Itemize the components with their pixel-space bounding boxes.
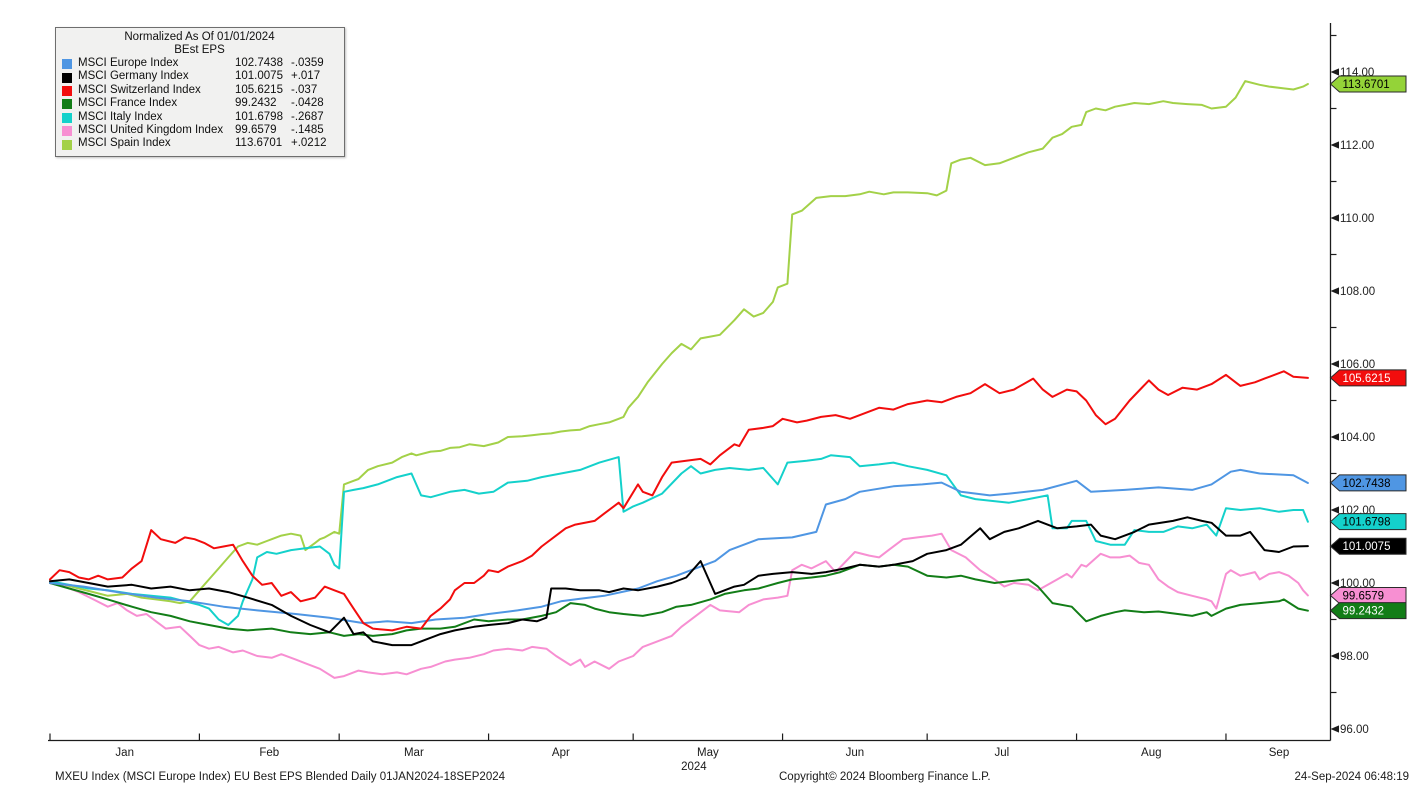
x-axis-month-label: Apr bbox=[552, 747, 570, 759]
x-axis-month-label: Mar bbox=[404, 747, 424, 759]
series-name: MSCI Switzerland Index bbox=[78, 83, 201, 96]
series-name: MSCI Germany Index bbox=[78, 70, 189, 83]
legend-row-spain[interactable]: MSCI Spain Index 113.6701 +.0212 bbox=[62, 137, 337, 150]
series-change: -.1485 bbox=[291, 124, 324, 137]
series-last-value: 101.6798 bbox=[235, 110, 283, 123]
price-tag-europe bbox=[1329, 474, 1407, 492]
y-axis-tick bbox=[1330, 433, 1339, 441]
series-change: -.037 bbox=[291, 83, 318, 96]
y-axis-label: 96.00 bbox=[1340, 724, 1369, 736]
series-color-swatch bbox=[62, 112, 72, 123]
series-last-value: 105.6215 bbox=[235, 83, 283, 96]
legend-subtitle: BEst EPS bbox=[174, 44, 225, 56]
legend-row-italy[interactable]: MSCI Italy Index 101.6798 -.2687 bbox=[62, 111, 337, 124]
y-axis-label: 104.00 bbox=[1340, 432, 1375, 444]
series-line-france bbox=[49, 563, 1309, 637]
footer-timestamp: 24-Sep-2024 06:48:19 bbox=[1294, 771, 1409, 783]
series-line-italy bbox=[49, 454, 1309, 626]
x-axis-month-label: Sep bbox=[1269, 747, 1289, 759]
series-last-value: 99.2432 bbox=[235, 97, 277, 110]
price-tag-label-spain: 113.6701 bbox=[1343, 79, 1390, 91]
y-axis-tick bbox=[1330, 725, 1339, 733]
price-tag-france bbox=[1329, 602, 1407, 620]
series-line-uk bbox=[49, 532, 1309, 679]
price-tag-label-france: 99.2432 bbox=[1343, 606, 1385, 618]
x-axis-month-label: Feb bbox=[259, 747, 279, 759]
y-axis-label: 112.00 bbox=[1340, 140, 1374, 152]
series-color-swatch bbox=[62, 139, 72, 150]
price-tag-label-europe: 102.7438 bbox=[1343, 478, 1391, 490]
legend-row-germany[interactable]: MSCI Germany Index 101.0075 +.017 bbox=[62, 70, 337, 83]
footer-copyright: Copyright© 2024 Bloomberg Finance L.P. bbox=[779, 771, 991, 783]
series-line-europe bbox=[49, 468, 1309, 625]
series-color-swatch bbox=[62, 126, 72, 137]
price-tag-germany bbox=[1329, 537, 1407, 555]
footer-description: MXEU Index (MSCI Europe Index) EU Best E… bbox=[55, 771, 506, 783]
y-axis-tick bbox=[1330, 579, 1339, 587]
legend-row-france[interactable]: MSCI France Index 99.2432 -.0428 bbox=[62, 97, 337, 110]
series-line-spain bbox=[49, 80, 1309, 605]
price-tag-uk bbox=[1329, 586, 1407, 604]
chart-legend: Normalized As Of 01/01/2024 BEst EPS MSC… bbox=[55, 27, 345, 157]
series-name: MSCI Europe Index bbox=[78, 57, 179, 69]
y-axis-tick bbox=[1330, 287, 1339, 295]
price-tag-label-uk: 99.6579 bbox=[1343, 590, 1385, 602]
price-tag-switzerland bbox=[1329, 369, 1407, 387]
y-axis-tick bbox=[1330, 68, 1339, 76]
price-tag-spain bbox=[1329, 75, 1407, 93]
price-tag-label-italy: 101.6798 bbox=[1343, 517, 1391, 529]
y-axis-tick bbox=[1330, 214, 1339, 222]
x-axis-month-label: Aug bbox=[1141, 747, 1161, 759]
series-last-value: 101.0075 bbox=[235, 70, 283, 83]
series-name: MSCI United Kingdom Index bbox=[78, 124, 224, 137]
y-axis-tick bbox=[1330, 506, 1339, 514]
y-axis-tick bbox=[1330, 141, 1339, 149]
price-tag-label-switzerland: 105.6215 bbox=[1343, 373, 1391, 385]
y-axis-label: 108.00 bbox=[1340, 286, 1375, 298]
x-axis-month-label: Jun bbox=[846, 747, 865, 759]
series-change: -.0428 bbox=[291, 97, 324, 110]
price-tag-italy bbox=[1329, 513, 1407, 531]
legend-row-switzerland[interactable]: MSCI Switzerland Index 105.6215 -.037 bbox=[62, 84, 337, 97]
x-axis-month-label: Jan bbox=[115, 747, 134, 759]
y-axis-tick bbox=[1330, 360, 1339, 368]
series-change: +.0212 bbox=[291, 137, 327, 150]
series-color-swatch bbox=[62, 99, 72, 110]
y-axis-label: 110.00 bbox=[1340, 213, 1374, 225]
series-name: MSCI France Index bbox=[78, 97, 178, 110]
series-color-swatch bbox=[62, 72, 72, 83]
price-tag-label-germany: 101.0075 bbox=[1343, 541, 1391, 553]
series-name: MSCI Spain Index bbox=[78, 137, 171, 150]
series-change: +.017 bbox=[291, 70, 321, 83]
x-axis-month-label: Jul bbox=[995, 747, 1010, 759]
x-axis-year-label: 2024 bbox=[681, 761, 707, 773]
legend-title: Normalized As Of 01/01/2024 bbox=[124, 31, 275, 43]
series-last-value: 99.6579 bbox=[235, 124, 277, 137]
y-axis-label: 106.00 bbox=[1340, 359, 1375, 371]
series-color-swatch bbox=[62, 59, 72, 70]
series-color-swatch bbox=[62, 86, 72, 97]
series-line-germany bbox=[49, 516, 1309, 647]
y-axis-tick bbox=[1330, 652, 1339, 660]
series-name: MSCI Italy Index bbox=[78, 110, 163, 123]
series-last-value: 102.7438 bbox=[235, 57, 283, 69]
x-axis-month-label: May bbox=[697, 747, 719, 759]
legend-row-uk[interactable]: MSCI United Kingdom Index 99.6579 -.1485 bbox=[62, 124, 337, 137]
y-axis-label: 98.00 bbox=[1340, 651, 1369, 663]
legend-rows: MSCI Europe Index 102.7438 -.0359 MSCI Germ… bbox=[62, 57, 337, 151]
series-change: -.0359 bbox=[291, 57, 324, 69]
series-change: -.2687 bbox=[291, 110, 324, 123]
series-line-switzerland bbox=[49, 370, 1309, 632]
legend-row-europe[interactable]: MSCI Europe Index 102.7438 -.0359 bbox=[62, 57, 337, 70]
series-last-value: 113.6701 bbox=[235, 137, 283, 150]
